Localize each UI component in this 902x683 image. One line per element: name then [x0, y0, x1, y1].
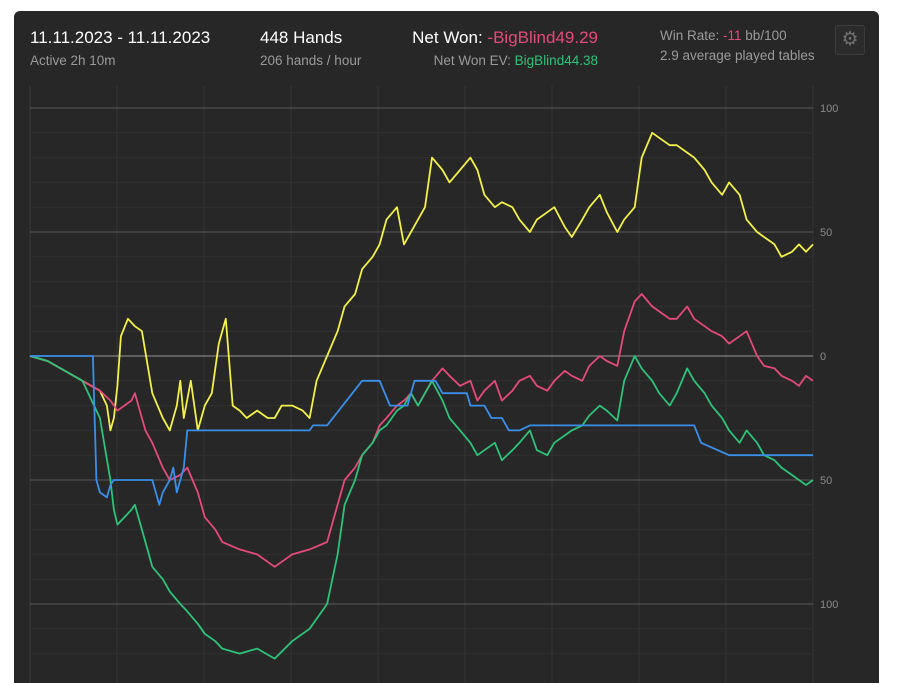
hands-rate: 206 hands / hour: [260, 53, 362, 68]
net-won-value: -BigBlind49.29: [487, 28, 598, 47]
win-rate: Win Rate: -11 bb/100: [660, 28, 815, 43]
hands-count: 448 Hands: [260, 28, 343, 47]
net-won-label: Net Won:: [412, 28, 488, 47]
y-tick-label: 100: [820, 599, 838, 611]
y-tick-label: 50: [820, 227, 832, 239]
net-won-ev-label: Net Won EV:: [433, 53, 515, 68]
y-tick-label: 50: [820, 475, 832, 487]
y-tick-label: 0: [820, 351, 826, 363]
chart-series: [29, 131, 814, 660]
win-rate-value: -11: [723, 28, 742, 43]
win-rate-label: Win Rate:: [660, 28, 724, 43]
win-rate-block: Win Rate: -11 bb/100 2.9 average played …: [660, 28, 815, 63]
results-graph: 100 50 0 50 100: [29, 86, 838, 683]
graph-panel: 11.11.2023 - 11.11.2023 Active 2h 10m 44…: [14, 11, 879, 683]
session-block: 11.11.2023 - 11.11.2023 Active 2h 10m: [30, 28, 210, 68]
y-tick-label: 100: [820, 103, 838, 115]
net-won-block: Net Won: -BigBlind49.29 Net Won EV: BigB…: [412, 28, 598, 68]
chart-grid: [29, 86, 814, 683]
win-rate-unit: bb/100: [741, 28, 787, 43]
stats-header: 11.11.2023 - 11.11.2023 Active 2h 10m 44…: [14, 11, 879, 89]
active-time: Active 2h 10m: [30, 53, 116, 68]
net-won-ev-value: BigBlind44.38: [514, 53, 598, 68]
date-range: 11.11.2023 - 11.11.2023: [30, 28, 211, 47]
net-won-ev: Net Won EV: BigBlind44.38: [412, 53, 598, 68]
gear-icon[interactable]: ⚙: [835, 25, 865, 55]
avg-tables: 2.9 average played tables: [660, 48, 815, 63]
net-won: Net Won: -BigBlind49.29: [412, 28, 598, 48]
series-line-3: [30, 355, 813, 506]
series-line-0: [29, 131, 814, 432]
series-line-2: [29, 355, 814, 660]
series-line-1: [29, 293, 814, 568]
hands-block: 448 Hands 206 hands / hour: [260, 28, 361, 68]
y-axis-ticks: 100 50 0 50 100: [820, 103, 838, 611]
